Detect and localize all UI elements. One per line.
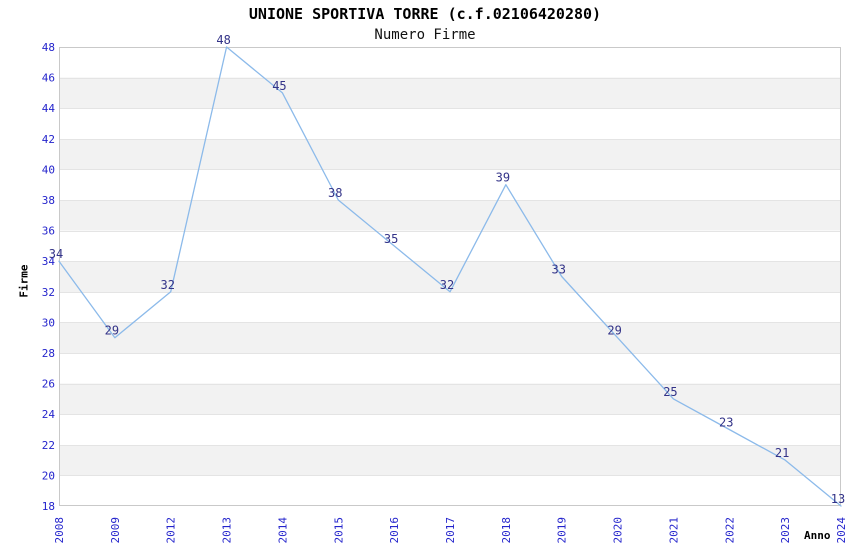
- y-tick-label: 34: [42, 255, 56, 268]
- y-tick-label: 24: [42, 408, 56, 421]
- series-line: [58, 46, 842, 507]
- y-tick-label: 28: [42, 347, 55, 360]
- plot-border: [59, 47, 841, 506]
- x-tick-label: 2022: [723, 517, 736, 544]
- grid-band: [59, 138, 841, 170]
- point-label: 48: [216, 33, 230, 47]
- y-tick-label: 36: [42, 225, 55, 238]
- x-tick-label: 2015: [332, 517, 345, 544]
- y-tick-label: 44: [42, 102, 56, 115]
- y-tick-label: 48: [42, 41, 55, 54]
- y-axis-title: Firme: [17, 264, 31, 298]
- point-label: 29: [105, 324, 119, 338]
- y-tick-label: 40: [42, 163, 55, 176]
- y-tick-label: 38: [42, 194, 55, 207]
- chart-title: UNIONE SPORTIVA TORRE (c.f.02106420280): [248, 5, 602, 23]
- y-tick-label: 18: [42, 500, 55, 513]
- x-tick-label: 2014: [276, 517, 289, 544]
- chart-subtitle: Numero Firme: [374, 27, 476, 43]
- x-axis-title: Anno: [804, 529, 831, 542]
- grid-band: [59, 383, 841, 415]
- x-tick-label: 2023: [779, 517, 792, 544]
- x-tick-label: 2020: [612, 517, 625, 544]
- grid-band: [59, 200, 841, 231]
- y-tick-label: 30: [42, 316, 55, 329]
- point-label: 21: [775, 446, 789, 460]
- x-tick-label: 2021: [667, 517, 680, 544]
- x-tick-label: 2013: [221, 517, 234, 544]
- y-tick-label: 42: [42, 133, 55, 146]
- y-tick-label: 20: [42, 469, 55, 482]
- grid-band: [59, 322, 841, 353]
- x-tick-label: 2009: [109, 517, 122, 544]
- point-label: 35: [384, 232, 398, 246]
- point-label: 29: [607, 324, 621, 338]
- point-label: 13: [831, 492, 845, 506]
- point-label: 25: [663, 385, 677, 399]
- y-tick-label: 46: [42, 72, 55, 85]
- x-tick-label: 2012: [165, 517, 178, 544]
- x-tick-label: 2019: [556, 517, 569, 544]
- y-tick-label: 22: [42, 439, 55, 452]
- x-tick-label: 2017: [444, 517, 457, 544]
- y-tick-label: 32: [42, 286, 55, 299]
- point-label: 34: [49, 247, 63, 261]
- point-label: 45: [272, 79, 286, 93]
- point-label: 32: [440, 278, 454, 292]
- x-tick-label: 2018: [500, 517, 513, 544]
- grid-band: [59, 261, 841, 292]
- point-label: 38: [328, 186, 342, 200]
- grid-band: [59, 77, 841, 109]
- grid-band: [59, 444, 841, 476]
- point-label: 39: [496, 171, 510, 185]
- point-label: 32: [160, 278, 174, 292]
- point-label: 33: [551, 263, 565, 277]
- x-tick-label: 2016: [388, 517, 401, 544]
- x-tick-label: 2008: [53, 517, 66, 544]
- y-tick-label: 26: [42, 378, 55, 391]
- x-tick-label: 2024: [835, 517, 848, 544]
- point-label: 23: [719, 416, 733, 430]
